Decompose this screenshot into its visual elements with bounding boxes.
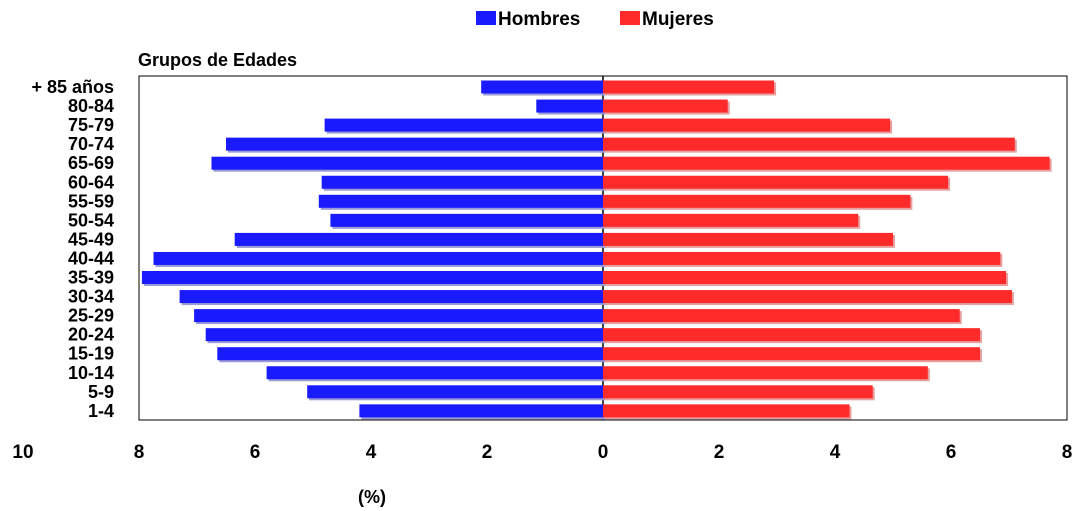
bar-hombres-16 (307, 385, 603, 399)
bar-mujeres-13 (603, 328, 980, 342)
bar-mujeres-5 (603, 175, 949, 189)
category-label-16: 5-9 (88, 382, 114, 402)
bar-hombres-12 (194, 309, 603, 323)
category-label-13: 20-24 (68, 325, 114, 345)
category-label-17: 1-4 (88, 401, 114, 421)
bar-mujeres-4 (603, 156, 1050, 170)
category-labels: + 85 años80-8475-7970-7465-6960-6455-595… (31, 77, 114, 421)
category-label-12: 25-29 (68, 306, 114, 326)
legend-swatch-mujeres (620, 11, 640, 25)
category-label-14: 15-19 (68, 344, 114, 364)
bar-hombres-2 (324, 118, 603, 132)
category-label-3: 70-74 (68, 134, 114, 154)
category-label-2: 75-79 (68, 115, 114, 135)
bar-hombres-5 (321, 175, 603, 189)
x-tick-labels: 10 8 6 4 2 0 2 4 6 8 (12, 442, 1072, 463)
bar-mujeres-1 (603, 99, 728, 113)
x-tick-label-1: 8 (134, 442, 145, 463)
bar-mujeres-17 (603, 404, 850, 418)
category-label-9: 40-44 (68, 248, 114, 268)
bar-hombres-3 (226, 137, 603, 151)
x-tick-label-8: 6 (946, 442, 957, 463)
bar-mujeres-11 (603, 290, 1012, 304)
bar-hombres-4 (211, 156, 603, 170)
bar-mujeres-10 (603, 271, 1007, 284)
x-tick-label-7: 4 (830, 442, 841, 463)
bar-mujeres-14 (603, 347, 980, 361)
category-label-6: 55-59 (68, 191, 114, 211)
bar-mujeres-6 (603, 194, 911, 208)
category-label-10: 35-39 (68, 268, 114, 288)
category-label-0: + 85 años (31, 77, 114, 97)
x-tick-label-2: 6 (250, 442, 261, 463)
legend-label-hombres: Hombres (498, 9, 580, 30)
bar-hombres-7 (330, 213, 603, 227)
legend: Hombres Mujeres (476, 9, 714, 30)
bar-mujeres-0 (603, 80, 775, 94)
x-tick-label-6: 2 (714, 442, 725, 463)
bar-mujeres-12 (603, 309, 960, 323)
category-label-15: 10-14 (68, 363, 114, 383)
x-tick-label-4: 2 (482, 442, 493, 463)
bar-hombres-0 (481, 80, 603, 94)
x-tick-label-0: 10 (12, 442, 33, 463)
x-tick-label-9: 8 (1062, 442, 1073, 463)
legend-swatch-hombres (476, 11, 496, 25)
bar-mujeres-7 (603, 213, 859, 227)
bar-mujeres-3 (603, 137, 1015, 151)
category-label-7: 50-54 (68, 210, 114, 230)
bar-hombres-11 (179, 290, 603, 304)
bar-hombres-1 (536, 99, 603, 113)
category-label-1: 80-84 (68, 96, 114, 116)
legend-label-mujeres: Mujeres (642, 9, 714, 30)
bar-hombres-14 (217, 347, 604, 361)
bar-hombres-13 (205, 328, 603, 342)
bar-mujeres-8 (603, 232, 893, 246)
bar-hombres-10 (141, 271, 603, 284)
bar-hombres-6 (318, 194, 603, 208)
bar-hombres-9 (153, 251, 603, 265)
bars-group (141, 80, 1052, 420)
x-axis-title: (%) (358, 487, 386, 507)
category-label-11: 30-34 (68, 287, 114, 307)
x-tick-label-5: 0 (598, 442, 609, 463)
bar-hombres-15 (266, 366, 603, 380)
bar-mujeres-9 (603, 251, 1001, 265)
category-label-8: 45-49 (68, 229, 114, 249)
bar-mujeres-16 (603, 385, 873, 399)
y-axis-title: Grupos de Edades (138, 50, 297, 70)
category-label-5: 60-64 (68, 172, 114, 192)
bar-hombres-17 (359, 404, 603, 418)
bar-hombres-8 (234, 232, 603, 246)
category-label-4: 65-69 (68, 153, 114, 173)
bar-mujeres-2 (603, 118, 891, 132)
bar-mujeres-15 (603, 366, 928, 380)
x-tick-label-3: 4 (366, 442, 377, 463)
